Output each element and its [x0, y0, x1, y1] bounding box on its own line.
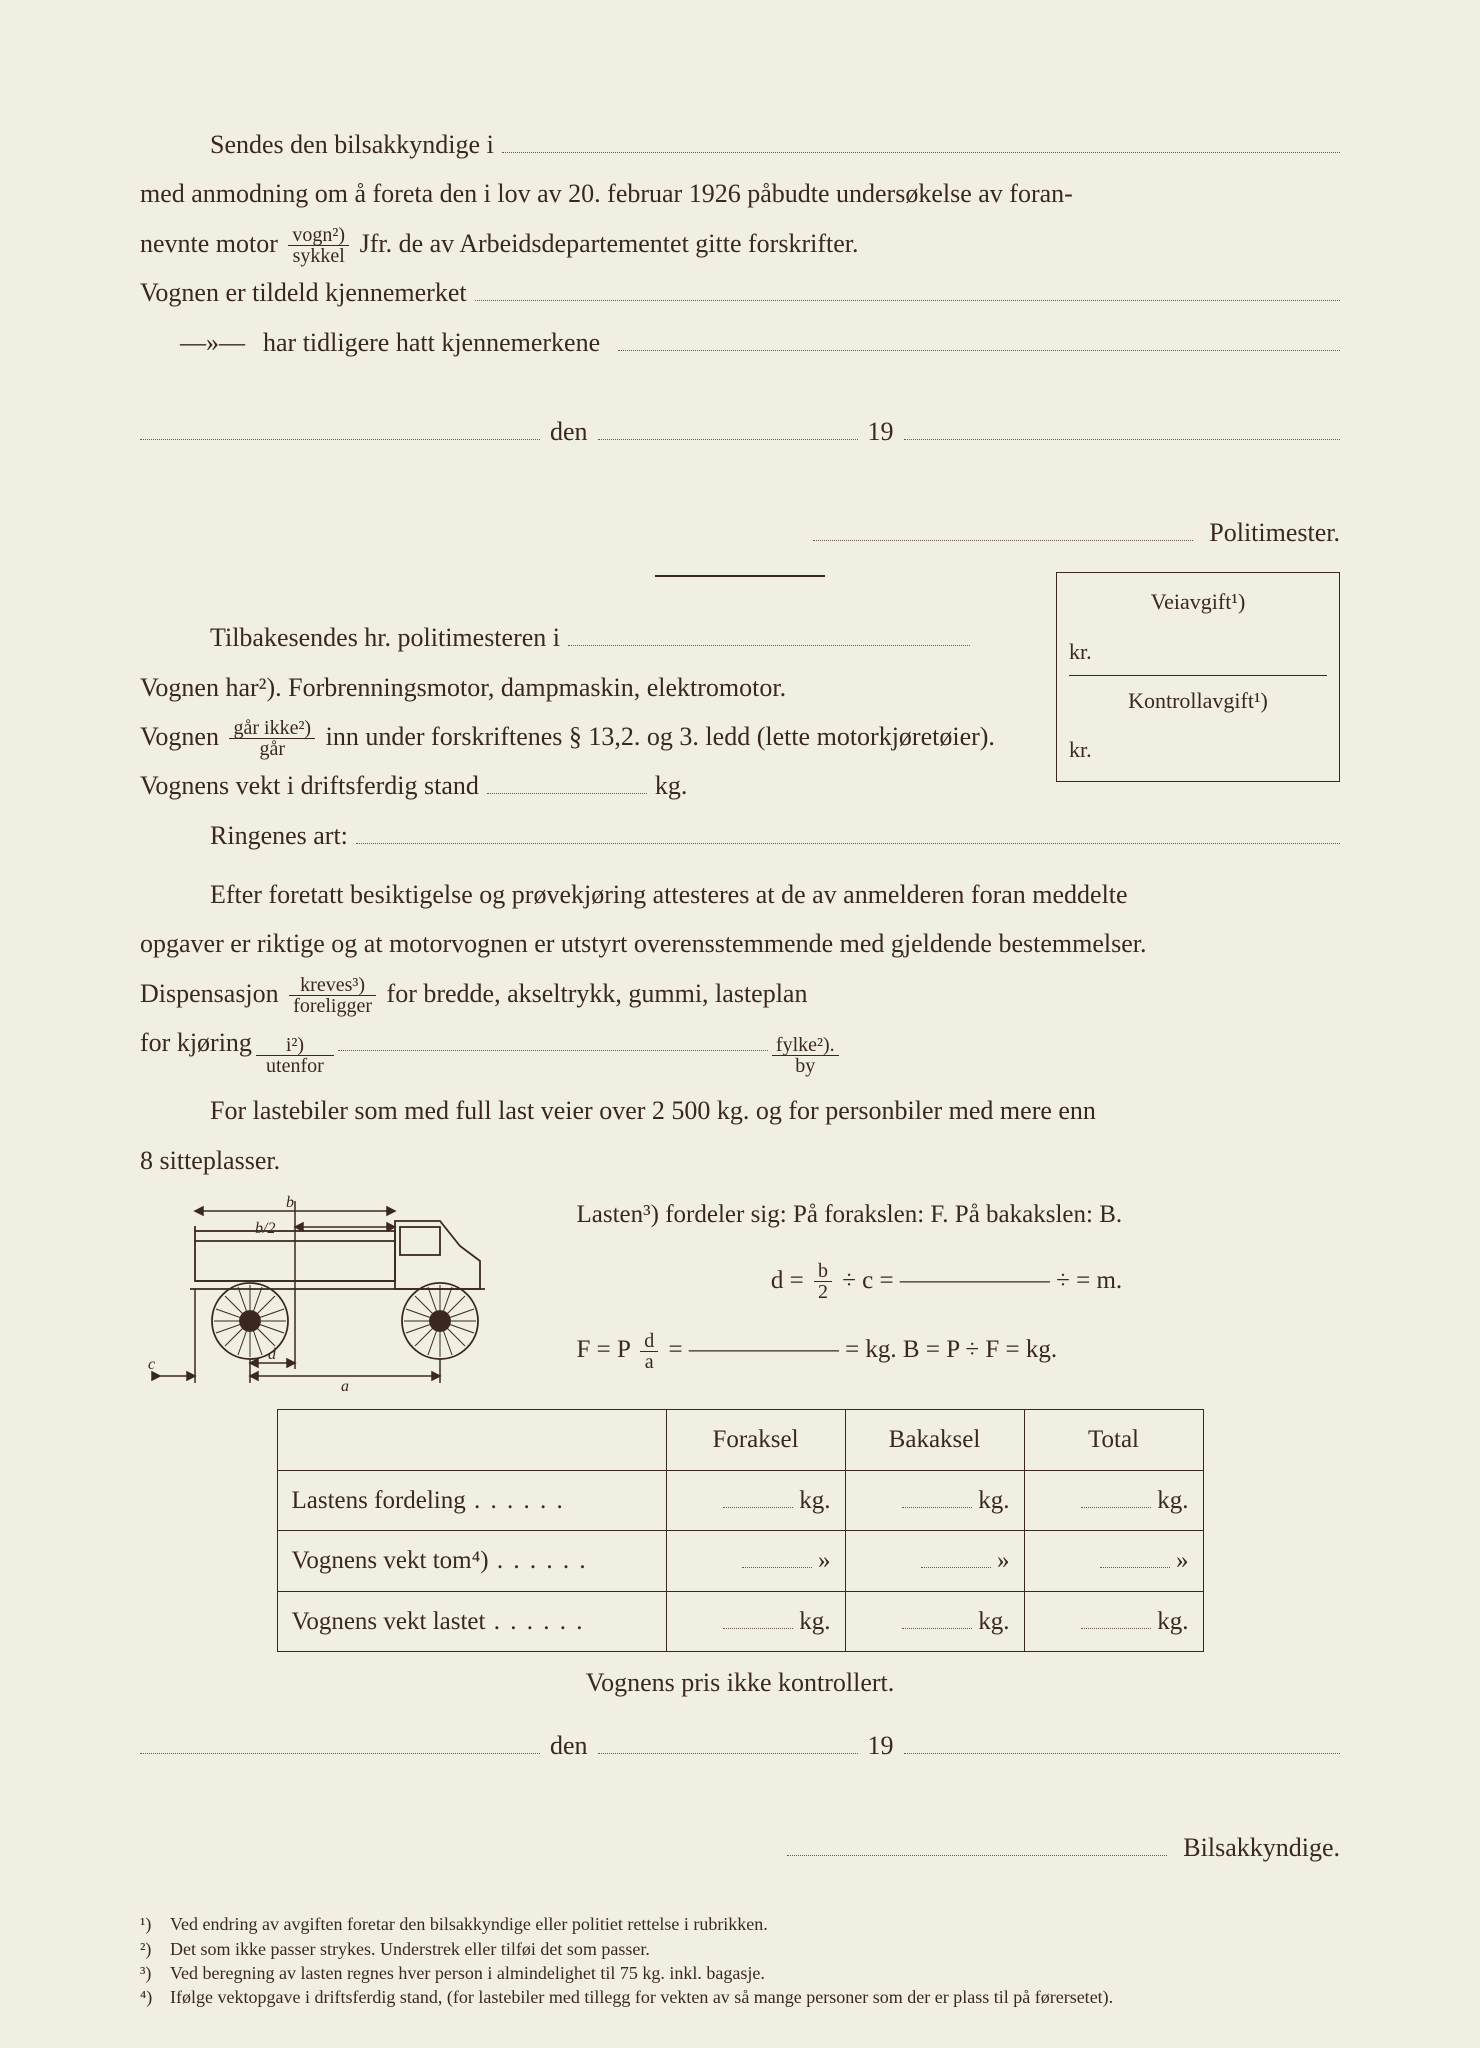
text: har tidligere hatt kjennemerkene	[263, 318, 600, 367]
politimester-label: Politimester.	[1209, 518, 1340, 547]
formulas-block: Lasten³) fordeler sig: På forakslen: F. …	[577, 1191, 1317, 1374]
lasten-fordeler: Lasten³) fordeler sig: På forakslen: F. …	[577, 1191, 1317, 1239]
svg-text:c: c	[148, 1356, 155, 1373]
text: Tilbakesendes hr. politimesteren i	[140, 613, 560, 662]
text: Dispensasjon	[140, 979, 279, 1008]
signature-bilsakkyndige: Bilsakkyndige.	[140, 1823, 1340, 1872]
ditto-mark: —»—	[180, 318, 245, 367]
fraction-vogn-sykkel: vogn²) sykkel	[288, 225, 349, 266]
fee-divider	[1069, 675, 1327, 676]
kr-label: kr.	[1069, 725, 1327, 771]
weight-table: Foraksel Bakaksel Total Lastens fordelin…	[277, 1409, 1204, 1652]
text: Sendes den bilsakkyndige i	[140, 120, 494, 169]
blank-field	[618, 350, 1340, 351]
line-vognen-going: Vognen går ikke²) går inn under forskrif…	[140, 712, 1010, 761]
text: for kjøring	[140, 1018, 252, 1067]
line-tilbakesendes: Tilbakesendes hr. politimesteren i	[140, 613, 970, 662]
col-total: Total	[1024, 1410, 1203, 1471]
fraction-b-2: b 2	[814, 1261, 832, 1302]
line-date-1: den 19	[140, 407, 1340, 456]
fraction-d-a: d a	[640, 1331, 658, 1372]
blank-field	[475, 300, 1340, 301]
line-kjoring: for kjøring i²) utenfor fylke²). by	[140, 1018, 1340, 1076]
blank-field	[568, 645, 970, 646]
text: Vognens vekt i driftsferdig stand	[140, 761, 479, 810]
text: for bredde, akseltrykk, gummi, lasteplan	[387, 979, 808, 1008]
text: Jfr. de av Arbeidsdepartementet gitte fo…	[360, 229, 859, 258]
table-row: Vognens vekt tom⁴) » » »	[277, 1531, 1203, 1592]
blank-field	[356, 843, 1340, 844]
truck-diagram: b b/2 a c	[140, 1191, 550, 1391]
lastebiler-line-2: 8 sitteplasser.	[140, 1136, 1340, 1185]
kr-label: kr.	[1069, 627, 1327, 673]
signature-line	[813, 540, 1193, 541]
blank-field	[904, 1753, 1340, 1754]
line-anmodning: med anmodning om å foreta den i lov av 2…	[140, 169, 1340, 218]
pris-line: Vognens pris ikke kontrollert.	[140, 1658, 1340, 1707]
text: nevnte motor	[140, 229, 278, 258]
blank-field	[598, 1753, 858, 1754]
table-header-row: Foraksel Bakaksel Total	[277, 1410, 1203, 1471]
table-row: Lastens fordeling kg. kg. kg.	[277, 1470, 1203, 1531]
fee-box: Veiavgift¹) kr. Kontrollavgift¹) kr.	[1056, 572, 1340, 782]
signature-politimester: Politimester.	[140, 508, 1340, 557]
blank-field	[487, 793, 647, 794]
blank-field	[598, 439, 858, 440]
col-foraksel: Foraksel	[666, 1410, 845, 1471]
document-page: Sendes den bilsakkyndige i med anmodning…	[0, 0, 1480, 2048]
fraction-kreves: kreves³) foreligger	[289, 975, 376, 1016]
line-date-2: den 19	[140, 1721, 1340, 1770]
footnote-2: ²)Det som ikke passer strykes. Understre…	[140, 1937, 1340, 1961]
year-prefix: 19	[868, 1721, 894, 1770]
table-row: Vognens vekt lastet kg. kg. kg.	[277, 1591, 1203, 1652]
fraction-i-utenfor: i²) utenfor	[256, 1035, 334, 1076]
section-divider	[655, 575, 825, 577]
footnote-4: ⁴)Ifølge vektopgave i driftsferdig stand…	[140, 1985, 1340, 2009]
body-text: Sendes den bilsakkyndige i med anmodning…	[140, 120, 1340, 2009]
text: Ringenes art:	[140, 811, 348, 860]
line-vekt: Vognens vekt i driftsferdig stand kg.	[140, 761, 970, 810]
formula-f: F = P d a = —————— = kg. B = P ÷ F = kg.	[577, 1326, 1317, 1374]
line-kjennemerket: Vognen er tildeld kjennemerket	[140, 268, 1340, 317]
bilsakkyndige-label: Bilsakkyndige.	[1183, 1833, 1340, 1862]
kontrollavgift-label: Kontrollavgift¹)	[1069, 680, 1327, 726]
footnote-3: ³)Ved beregning av lasten regnes hver pe…	[140, 1961, 1340, 1985]
footnotes: ¹)Ved endring av avgiften foretar den bi…	[140, 1912, 1340, 2009]
col-bakaksel: Bakaksel	[845, 1410, 1024, 1471]
fraction-gaar: går ikke²) går	[229, 718, 315, 759]
text: Vognen er tildeld kjennemerket	[140, 268, 467, 317]
svg-text:b: b	[286, 1194, 294, 1211]
blank-field	[140, 1753, 540, 1754]
blank-field	[140, 439, 540, 440]
svg-text:a: a	[341, 1378, 349, 1391]
fraction-fylke-by: fylke²). by	[772, 1035, 839, 1076]
svg-text:d: d	[268, 1346, 277, 1363]
veiavgift-label: Veiavgift¹)	[1069, 581, 1327, 627]
line-vognen-har: Vognen har²). Forbrenningsmotor, dampmas…	[140, 663, 970, 712]
line-nevnte: nevnte motor vogn²) sykkel Jfr. de av Ar…	[140, 219, 1340, 268]
signature-line	[787, 1855, 1167, 1856]
attest-line-2: opgaver er riktige og at motorvognen er …	[140, 919, 1340, 968]
line-ringenes: Ringenes art:	[140, 811, 1340, 860]
year-prefix: 19	[868, 407, 894, 456]
lastebiler-line-1: For lastebiler som med full last veier o…	[140, 1086, 1340, 1135]
attest-line-1: Efter foretatt besiktigelse og prøvekjør…	[140, 870, 1340, 919]
footnote-1: ¹)Ved endring av avgiften foretar den bi…	[140, 1912, 1340, 1936]
den-label: den	[550, 1721, 588, 1770]
line-sendes: Sendes den bilsakkyndige i	[140, 120, 1340, 169]
kg-unit: kg.	[655, 761, 688, 810]
line-tidligere: —»— har tidligere hatt kjennemerkene	[140, 318, 1340, 367]
den-label: den	[550, 407, 588, 456]
formula-d: d = b 2 ÷ c = —————— ÷ = m.	[577, 1257, 1317, 1305]
text: inn under forskriftenes § 13,2. og 3. le…	[326, 722, 995, 751]
text: Vognen	[140, 722, 219, 751]
diagram-and-formulas: b b/2 a c	[140, 1191, 1340, 1391]
blank-field	[338, 1050, 768, 1051]
svg-text:b/2: b/2	[255, 1220, 275, 1237]
line-dispensasjon: Dispensasjon kreves³) foreligger for bre…	[140, 969, 1340, 1018]
blank-field	[904, 439, 1340, 440]
blank-field	[502, 152, 1340, 153]
